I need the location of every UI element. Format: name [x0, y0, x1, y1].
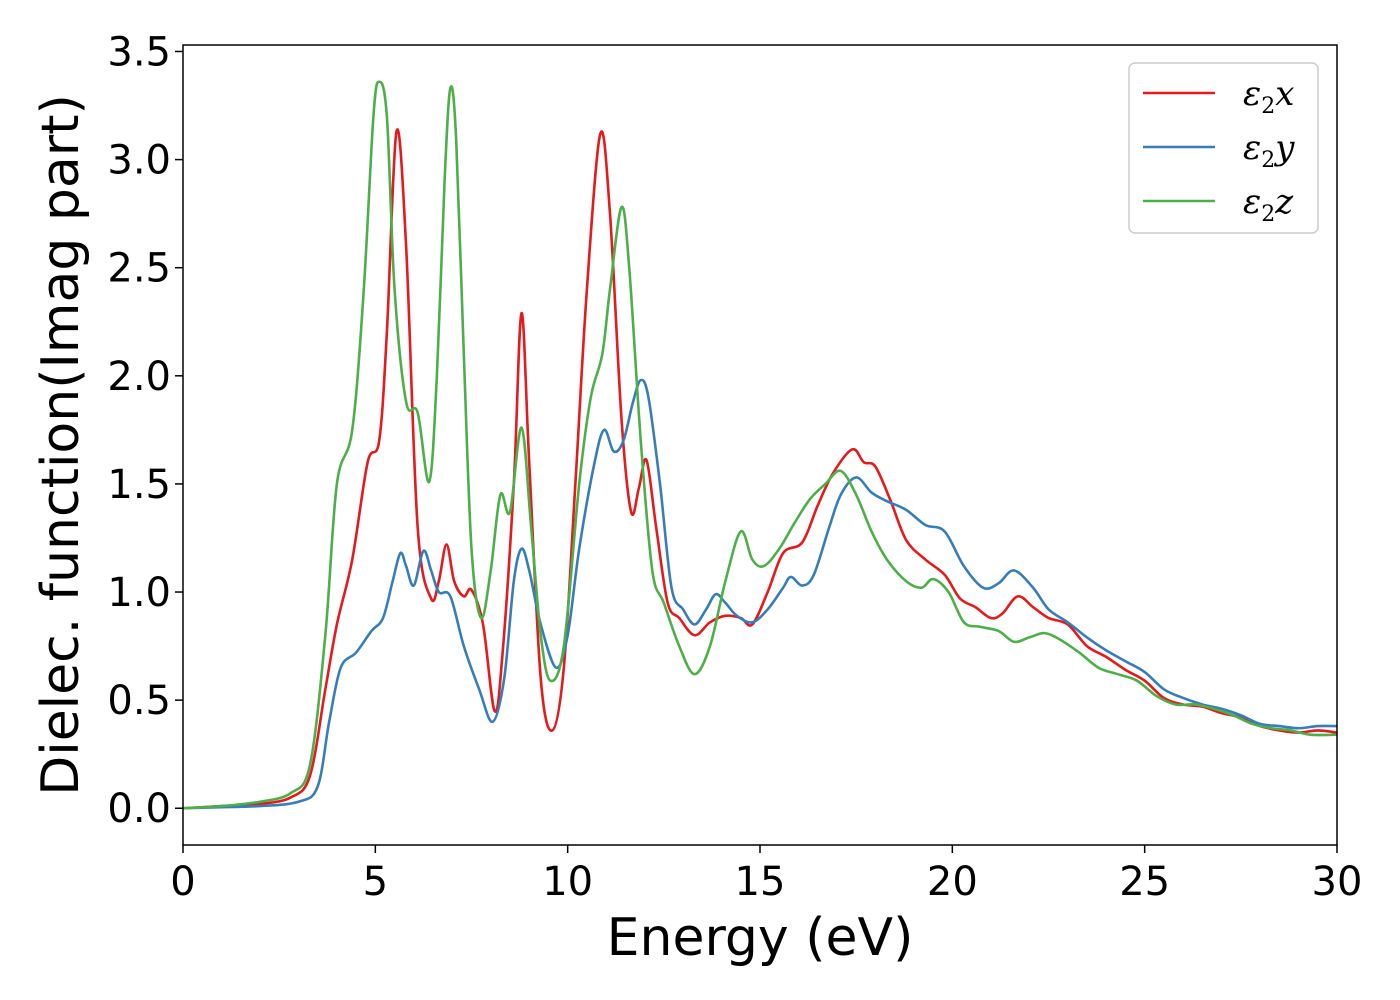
x-tick-label: 5	[363, 859, 388, 905]
legend-label-y: ε2y	[1243, 128, 1295, 173]
y-tick-label: 1.0	[107, 570, 171, 616]
x-tick-label: 25	[1119, 859, 1170, 905]
legend-box	[1128, 62, 1319, 234]
x-tick-label: 0	[170, 859, 195, 905]
x-tick-label: 20	[927, 859, 978, 905]
plot-frame	[182, 44, 1338, 846]
x-tick-label: 30	[1312, 859, 1363, 905]
y-tick-label: 0.5	[107, 678, 171, 724]
series-layer	[183, 80, 1337, 810]
series-line-x	[183, 128, 1337, 810]
y-tick-label: 3.5	[107, 29, 171, 75]
series-line-y	[183, 378, 1337, 810]
x-tick-label: 10	[542, 859, 593, 905]
legend-label-z: ε2z	[1243, 182, 1294, 227]
y-tick-label: 2.0	[107, 354, 171, 400]
ticks-layer: 0 5 10 15 20 25 30 0.0 0.5 1.0 1.5 2.0 2.5 3.0 3.5	[107, 29, 1362, 905]
x-tick-label: 15	[735, 859, 786, 905]
y-tick-label: 0.0	[107, 786, 171, 832]
x-axis-title: Energy (eV)	[607, 908, 914, 968]
y-axis-title: Dielec. function(Imag part)	[31, 94, 91, 796]
y-tick-label: 2.5	[107, 246, 171, 292]
legend-label-x: ε2x	[1243, 74, 1294, 119]
legend: ε2x ε2y ε2z	[1128, 62, 1319, 234]
y-tick-label: 3.0	[107, 138, 171, 184]
series-line-z	[183, 80, 1337, 810]
y-tick-label: 1.5	[107, 462, 171, 508]
